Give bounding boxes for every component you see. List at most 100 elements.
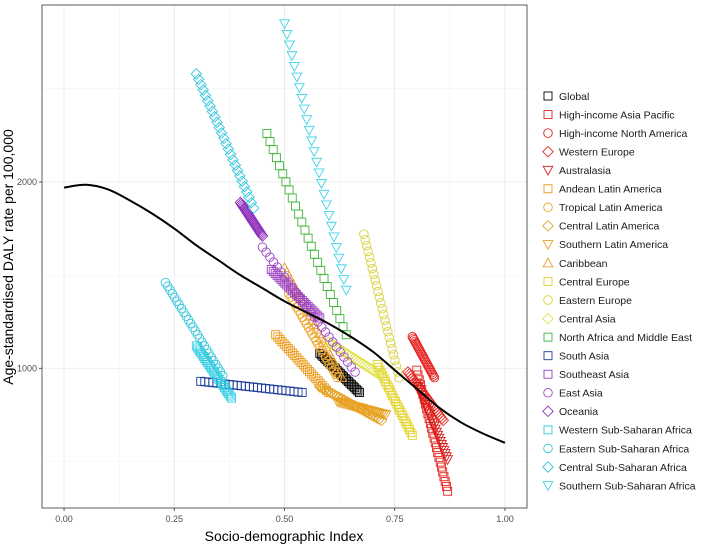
series-oceania	[234, 196, 269, 242]
data-point	[438, 467, 448, 477]
legend-marker	[543, 369, 553, 379]
data-point	[331, 342, 342, 352]
legend-marker	[542, 240, 554, 251]
x-tick-label: 1.00	[496, 514, 514, 524]
data-point	[371, 281, 382, 291]
data-point	[390, 396, 400, 406]
legend-marker	[542, 481, 554, 492]
data-point	[339, 352, 349, 362]
legend-label: Central Europe	[559, 276, 630, 288]
data-point	[341, 330, 351, 340]
data-point	[294, 292, 305, 302]
data-point	[429, 372, 440, 383]
legend-marker	[543, 202, 553, 213]
data-point	[323, 386, 336, 399]
data-point	[288, 61, 300, 72]
series-central-sub-saharan-africa	[190, 68, 260, 214]
data-point	[316, 322, 327, 332]
data-point	[443, 486, 453, 496]
data-point	[376, 298, 386, 308]
data-point	[333, 253, 345, 264]
legend-marker	[542, 257, 554, 268]
data-point	[245, 196, 258, 209]
legend-label: Central Latin America	[559, 221, 660, 233]
legend-item: Oceania	[542, 405, 598, 418]
data-point	[377, 303, 387, 314]
data-point	[225, 391, 235, 401]
data-point	[256, 230, 269, 242]
data-point	[261, 247, 271, 257]
data-point	[308, 147, 320, 158]
legend-item: East Asia	[543, 388, 603, 400]
data-point	[375, 365, 385, 375]
data-point	[336, 393, 348, 405]
data-point	[345, 378, 355, 388]
legend-item: High-income Asia Pacific	[543, 109, 675, 121]
legend-label: Southern Sub-Saharan Africa	[559, 480, 696, 492]
legend-marker	[543, 425, 553, 435]
data-point	[407, 430, 417, 440]
data-point	[335, 264, 347, 275]
data-point	[213, 121, 226, 134]
data-point	[220, 137, 232, 150]
data-point	[437, 414, 450, 427]
legend-marker	[542, 405, 554, 418]
data-point	[366, 258, 376, 268]
legend-item: High-income North America	[543, 128, 688, 140]
data-point	[359, 229, 369, 239]
legend-item: Central Europe	[543, 276, 630, 288]
legend-item: Eastern Sub-Saharan Africa	[543, 443, 689, 455]
data-point	[355, 388, 364, 397]
legend-marker	[543, 91, 553, 101]
grid	[42, 5, 527, 508]
data-point	[268, 257, 279, 267]
data-point	[291, 72, 303, 83]
data-point	[201, 94, 214, 107]
data-points	[160, 19, 454, 496]
data-point	[272, 262, 283, 272]
legend-item: Central Latin America	[542, 220, 660, 233]
data-point	[238, 180, 251, 193]
legend-label: Eastern Sub-Saharan Africa	[559, 443, 689, 455]
data-point	[328, 337, 338, 347]
data-point	[321, 385, 334, 397]
legend-item: North Africa and Middle East	[543, 332, 692, 344]
data-point	[396, 408, 406, 418]
data-point	[399, 413, 409, 423]
data-point	[405, 425, 414, 435]
y-axis-title: Age-standardised DALY rate per 100,000	[0, 129, 16, 385]
data-point	[298, 297, 308, 307]
legend-label: Eastern Europe	[559, 295, 632, 307]
legend-label: Oceania	[559, 406, 598, 418]
legend-marker	[542, 312, 554, 325]
data-point	[388, 391, 398, 401]
legend-marker	[543, 277, 553, 286]
data-point	[316, 382, 329, 395]
data-point	[234, 170, 246, 182]
data-point	[353, 386, 363, 396]
data-point	[204, 100, 216, 112]
legend-item: Global	[543, 91, 589, 103]
data-point	[390, 355, 400, 366]
data-point	[331, 390, 343, 403]
data-point	[286, 51, 298, 62]
legend-label: East Asia	[559, 388, 603, 400]
data-point	[265, 252, 275, 262]
data-point	[224, 148, 237, 161]
data-point	[283, 40, 296, 51]
legend-item: Central Sub-Saharan Africa	[542, 461, 687, 474]
data-point	[338, 275, 350, 286]
data-point	[195, 78, 207, 91]
data-point	[367, 263, 378, 274]
data-point	[435, 457, 445, 467]
data-point	[227, 153, 239, 166]
data-point	[332, 372, 343, 383]
data-point	[392, 367, 403, 377]
legend-label: Caribbean	[559, 258, 608, 270]
data-point	[302, 302, 312, 312]
data-point	[323, 211, 335, 222]
data-point	[364, 252, 375, 262]
data-point	[206, 105, 219, 118]
data-point	[375, 369, 388, 382]
